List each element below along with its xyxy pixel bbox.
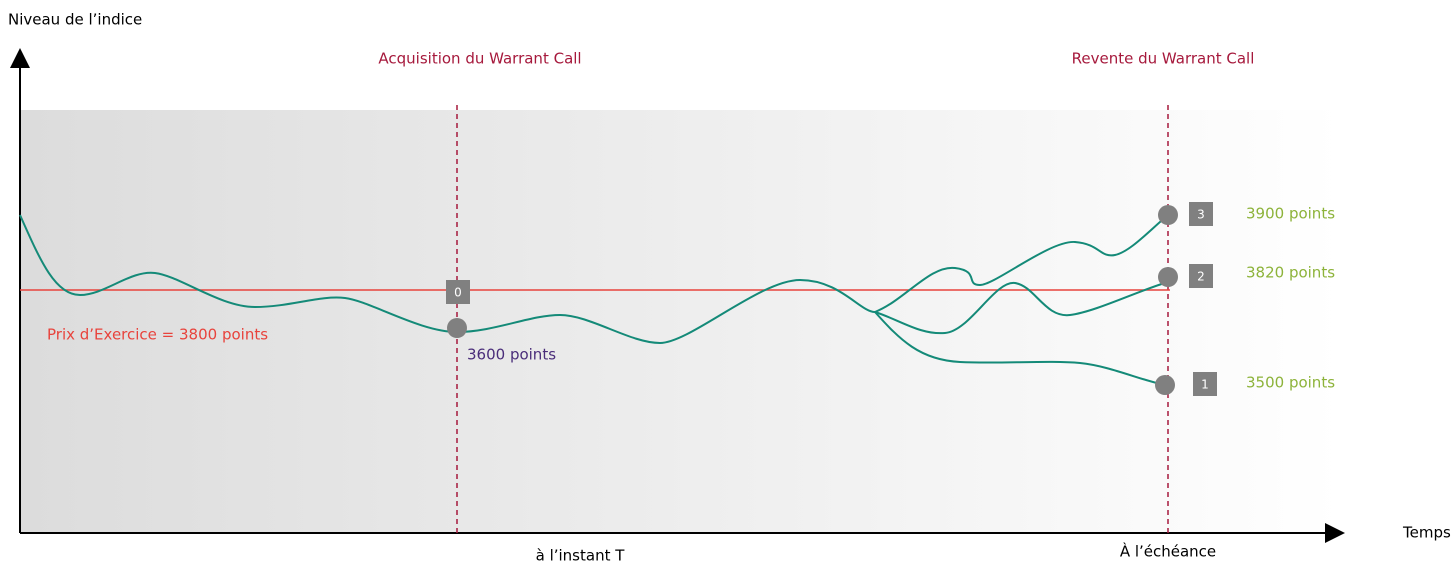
point <box>447 318 467 338</box>
background <box>21 110 1341 533</box>
point <box>1158 205 1178 225</box>
y-axis-label: Niveau de l’indice <box>8 11 142 29</box>
marker-number: 1 <box>1201 378 1209 392</box>
start-label: 3600 points <box>467 346 556 364</box>
marker-number: 3 <box>1197 208 1205 222</box>
marker-box: 3 2 1 <box>1189 202 1217 396</box>
marker-number: 0 <box>454 286 462 300</box>
point <box>1155 375 1175 395</box>
x-axis-label: Temps <box>1402 524 1451 542</box>
marker-number: 2 <box>1197 270 1205 284</box>
event-title: Acquisition du Warrant Call <box>378 50 581 68</box>
event-title: Revente du Warrant Call <box>1072 50 1255 68</box>
time-label: à l’instant T <box>536 547 626 565</box>
outcome-label: 3500 points <box>1246 374 1335 392</box>
index-curve <box>19 214 1169 386</box>
strike-label: Prix d’Exercice = 3800 points <box>47 326 268 344</box>
point <box>1158 267 1178 287</box>
outcome-label: 3900 points <box>1246 205 1335 223</box>
outcome-label: 3820 points <box>1246 264 1335 282</box>
time-label: À l’échéance <box>1120 542 1216 561</box>
marker-box: 0 <box>446 280 470 304</box>
